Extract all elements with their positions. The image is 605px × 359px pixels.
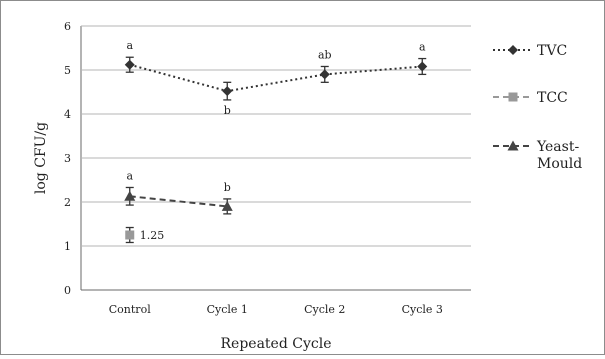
y-tick-label: 2	[64, 196, 71, 209]
legend-swatch-marker	[508, 92, 518, 102]
gridlines	[81, 25, 471, 247]
data-point	[319, 69, 330, 80]
x-axis-title: Repeated Cycle	[221, 336, 332, 352]
significance-label: a	[419, 41, 426, 54]
legend-label: TVC	[537, 43, 567, 59]
data-point	[125, 230, 135, 240]
x-tick-label: Control	[109, 303, 151, 316]
legend-label: Yeast-	[536, 139, 579, 155]
legend-label: Mould	[537, 156, 582, 172]
data-label: 1.25	[140, 229, 165, 242]
significance-label: a	[126, 39, 133, 52]
x-tick-label: Cycle 2	[304, 303, 345, 316]
data-point	[124, 190, 136, 201]
y-tick-label: 5	[64, 64, 71, 77]
legend-item-yeast-mould: Yeast-Mould	[493, 139, 582, 172]
y-axis-title: log CFU/g	[33, 122, 49, 194]
x-tick-label: Cycle 3	[402, 303, 443, 316]
legend: TVC TCC Yeast-Mould	[493, 43, 582, 172]
data-point	[222, 86, 233, 97]
significance-label: a	[126, 169, 133, 182]
series-line	[129, 63, 423, 93]
x-tick-labels: Control Cycle 1 Cycle 2 Cycle 3	[109, 303, 443, 316]
legend-label: TCC	[537, 90, 568, 106]
y-tick-label: 4	[64, 108, 71, 121]
series-line	[129, 195, 228, 208]
data-point	[124, 59, 135, 70]
x-tick-label: Cycle 1	[207, 303, 248, 316]
y-tick-label: 0	[64, 284, 71, 297]
significance-label: ab	[318, 48, 332, 61]
legend-item-tvc: TVC	[493, 43, 567, 59]
y-tick-label: 1	[64, 240, 71, 253]
legend-item-tcc: TCC	[493, 90, 568, 106]
significance-label: b	[224, 181, 231, 194]
y-tick-label: 6	[64, 20, 71, 33]
series-yeast-mould: ab	[124, 169, 233, 215]
series-tcc: 1.25	[125, 226, 165, 244]
data-point	[221, 200, 233, 211]
y-tick-label: 3	[64, 152, 71, 165]
data-point	[417, 61, 428, 72]
legend-swatch-marker	[507, 140, 519, 151]
significance-label: b	[224, 104, 231, 117]
legend-swatch-marker	[508, 45, 518, 55]
y-tick-labels: 0 1 2 3 4 5 6	[64, 20, 71, 297]
